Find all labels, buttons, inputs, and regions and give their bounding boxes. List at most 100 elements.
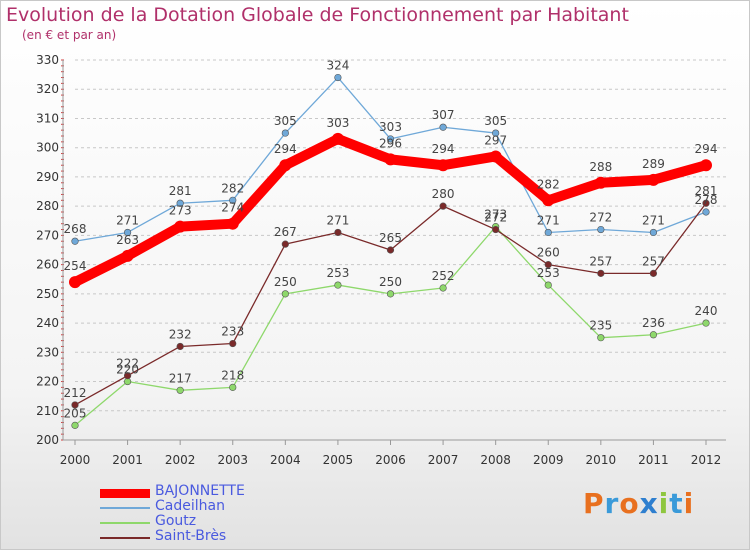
data-label: 250 [274,275,297,289]
data-label: 257 [642,254,665,268]
x-tick-label: 2010 [586,453,617,467]
data-point [331,132,344,145]
chart-subtitle: (en € et par an) [22,28,117,42]
data-label: 271 [326,213,349,227]
data-label: 288 [589,160,612,174]
y-tick-label: 290 [36,170,59,184]
data-label: 233 [221,325,244,339]
data-label: 272 [484,211,507,225]
y-tick-label: 210 [36,404,59,418]
data-point [439,202,447,210]
data-label: 294 [695,142,718,156]
x-tick-label: 2007 [428,453,459,467]
legend-swatch [100,522,150,524]
data-point [281,290,289,298]
y-tick-label: 220 [36,375,59,389]
y-tick-label: 280 [36,199,59,213]
x-tick-label: 2008 [480,453,511,467]
data-point [334,281,342,289]
data-point [437,159,450,172]
data-point [71,421,79,429]
data-label: 289 [642,157,665,171]
series-bajonnette [69,132,712,289]
data-point [386,135,395,143]
data-label: 282 [537,177,560,191]
data-point [489,150,502,163]
data-point [71,237,79,245]
y-tick-label: 330 [36,53,59,67]
data-point [386,246,395,254]
data-point [229,383,237,391]
data-point [123,372,132,380]
data-label: 278 [695,193,718,207]
data-point [649,269,658,277]
data-point [121,249,134,262]
x-tick-label: 2003 [217,453,248,467]
data-point [649,228,658,237]
data-label: 271 [116,213,139,227]
data-point [281,129,289,137]
data-label: 271 [537,213,560,227]
data-point [176,199,184,207]
y-tick-label: 250 [36,287,59,301]
data-label: 250 [379,275,402,289]
data-point [702,319,710,327]
data-label: 267 [274,225,297,239]
data-label: 272 [589,211,612,225]
data-point [439,123,447,131]
x-tick-label: 2006 [375,453,406,467]
data-label: 273 [484,208,507,222]
data-label: 257 [589,254,612,268]
data-label: 273 [169,204,192,218]
x-tick-label: 2001 [112,453,143,467]
data-point [176,386,184,394]
data-point [226,217,239,230]
series-layer [69,73,712,429]
data-point [702,208,710,216]
data-point [229,196,237,204]
data-point [542,194,555,207]
y-tick-label: 320 [36,82,59,96]
legend-swatch [100,537,150,539]
data-point [334,73,342,82]
data-label: 297 [484,133,507,147]
data-point [69,276,81,289]
data-label: 294 [432,142,455,156]
data-label: 294 [274,142,297,156]
legend-label: BAJONNETTE [155,483,245,499]
y-tick-label: 300 [36,141,59,155]
data-label: 296 [379,136,402,150]
data-point [492,129,500,137]
y-tick-label: 310 [36,111,59,125]
data-label: 212 [64,386,87,400]
data-label: 253 [326,266,349,280]
x-tick-label: 2004 [270,453,301,467]
data-point [597,334,605,342]
legend-swatch [100,507,150,509]
data-label: 240 [695,304,718,318]
data-label: 280 [432,187,455,201]
data-point [700,159,712,172]
data-point [544,281,552,289]
data-label: 305 [484,114,507,128]
data-point [702,199,710,207]
series-goutz [71,223,710,429]
y-tick-label: 270 [36,228,59,242]
data-label: 305 [274,114,297,128]
data-label: 303 [379,120,402,134]
x-tick-label: 2000 [60,453,91,467]
x-tick-label: 2009 [533,453,564,467]
data-label: 274 [221,201,244,215]
data-point [544,228,552,237]
data-point [597,225,605,234]
data-label: 324 [326,59,349,73]
data-label: 220 [116,363,139,377]
x-tick-label: 2002 [165,453,196,467]
data-label: 303 [326,116,349,130]
x-tick-label: 2011 [638,453,669,467]
legend-label: Goutz [155,513,197,529]
x-tick-label: 2005 [323,453,354,467]
data-point [544,261,552,269]
